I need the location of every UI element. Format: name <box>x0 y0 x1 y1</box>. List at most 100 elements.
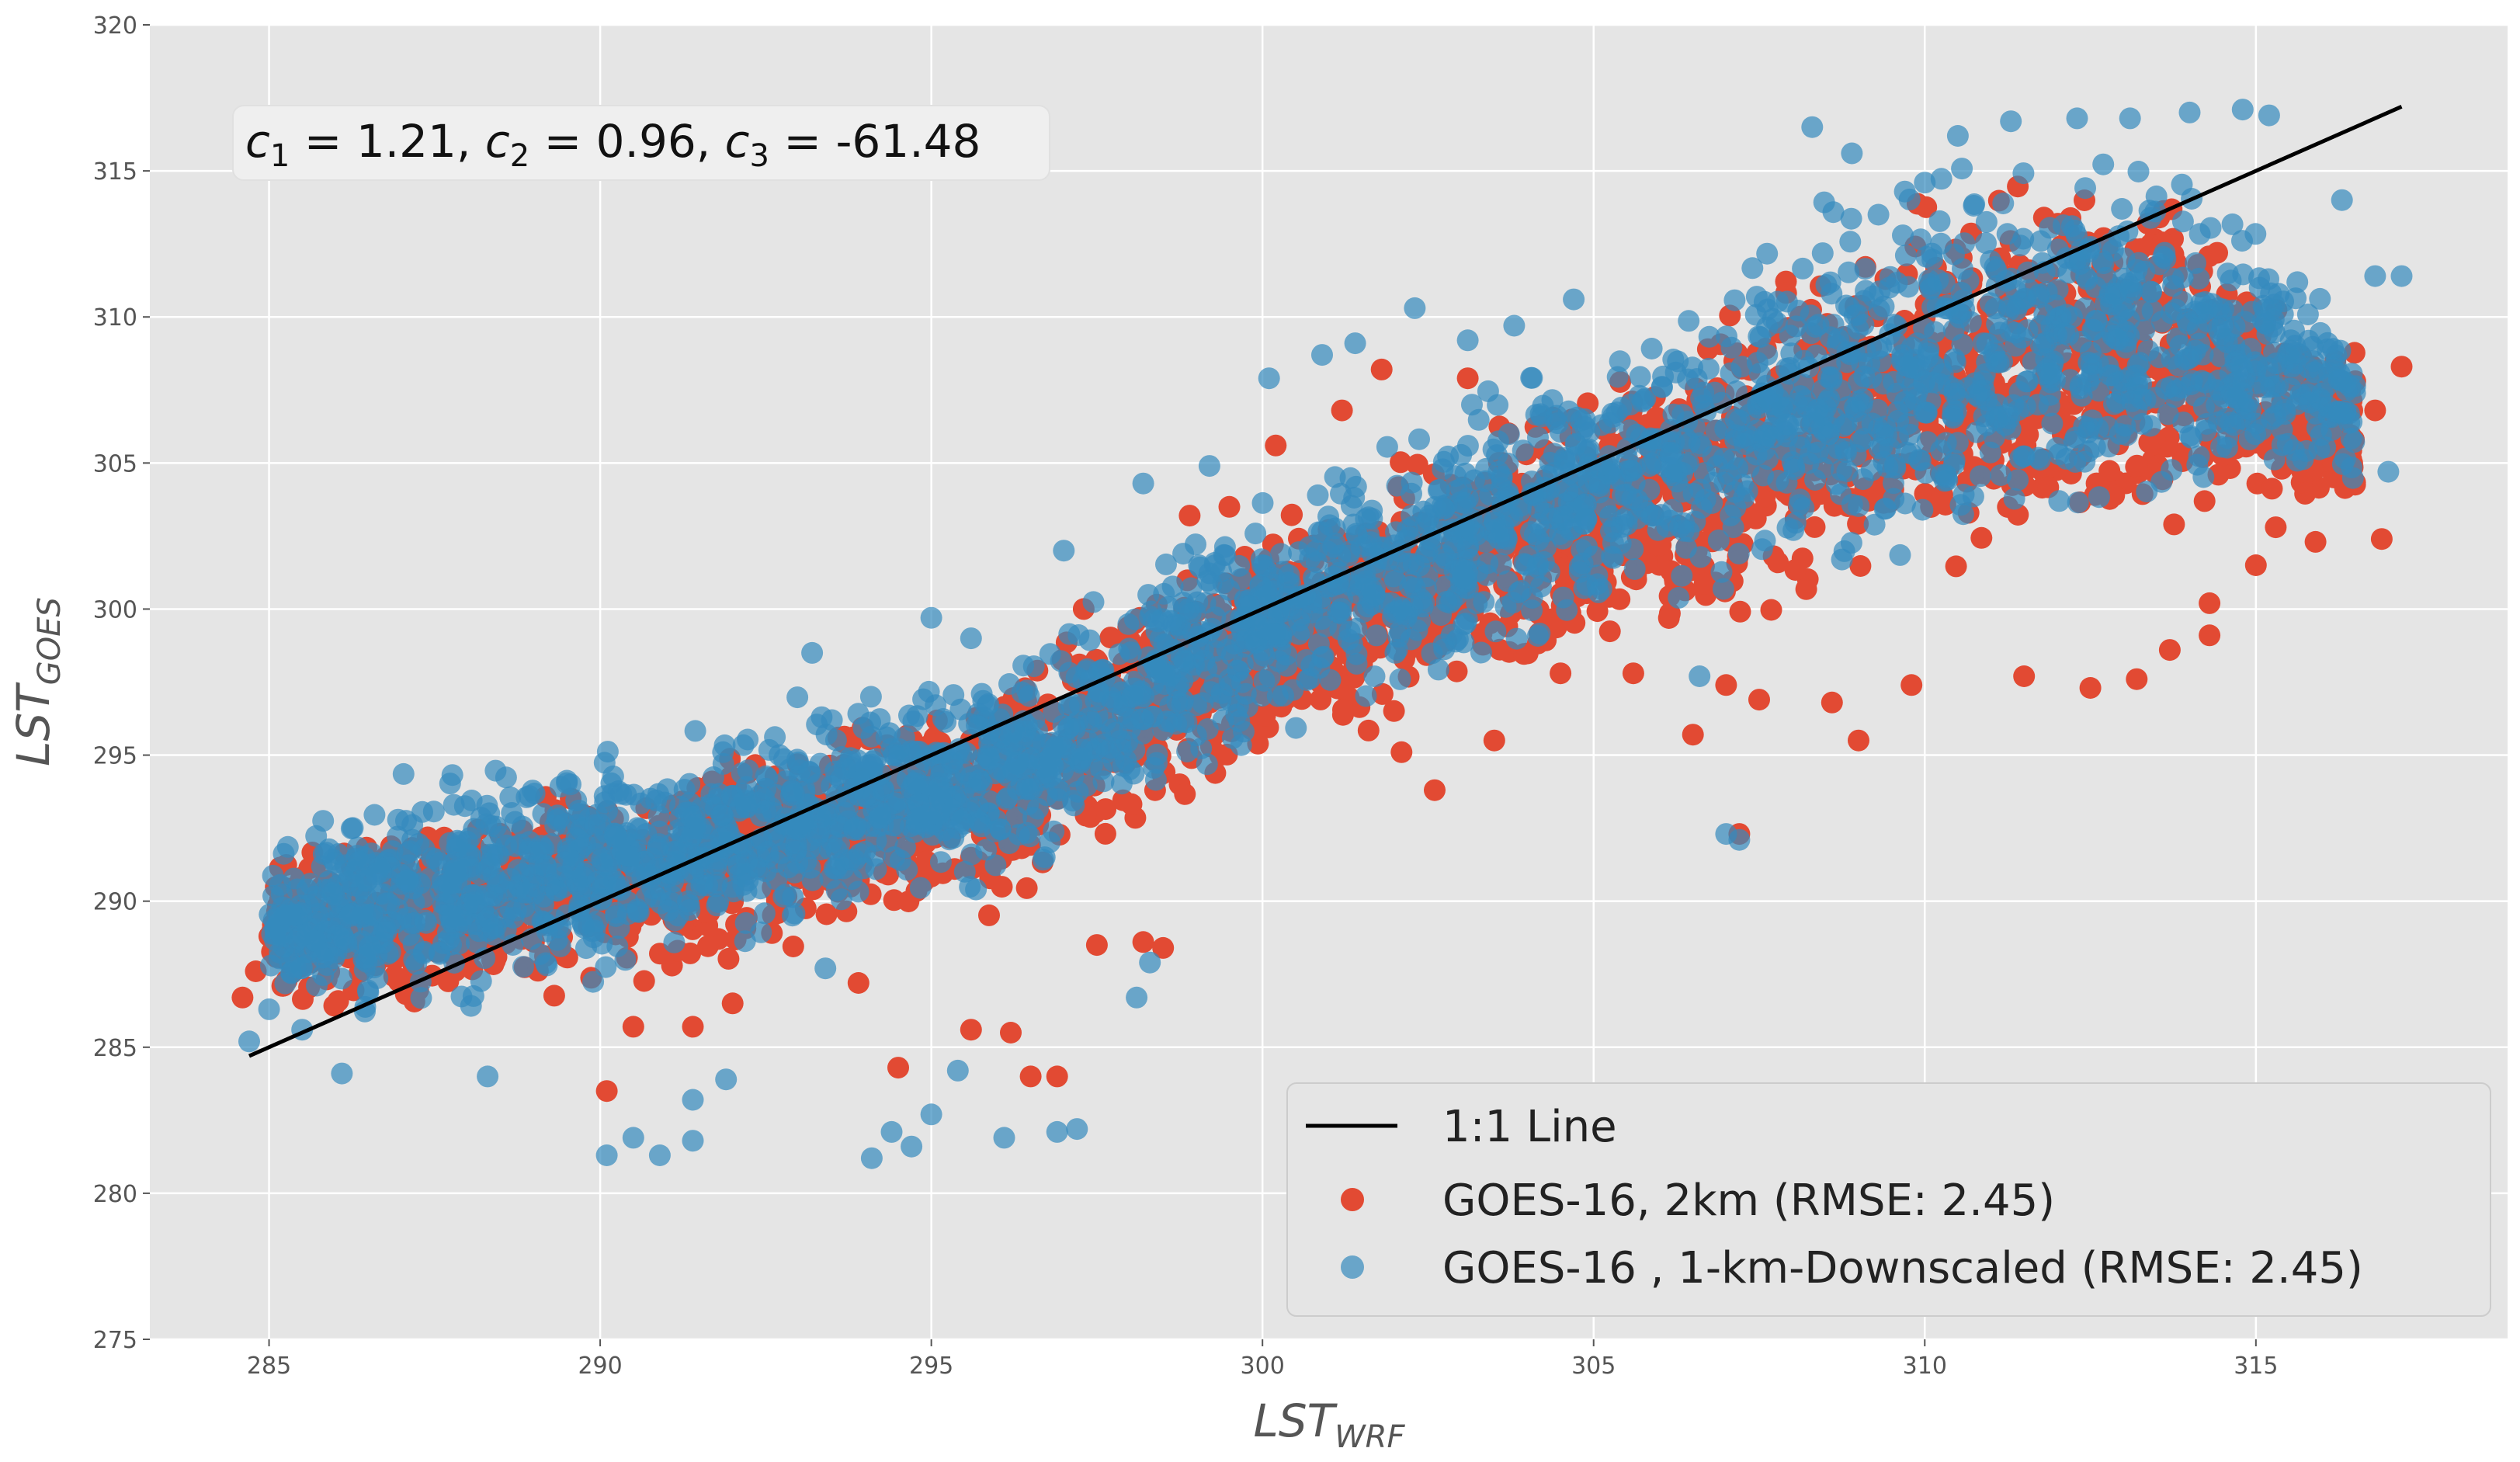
data-point <box>1196 753 1218 775</box>
data-point <box>1083 591 1105 613</box>
data-point <box>1848 495 1869 517</box>
data-point <box>2064 451 2086 473</box>
data-point <box>1689 546 1711 568</box>
data-point <box>1929 210 1951 232</box>
data-point <box>991 876 1013 898</box>
data-point <box>1671 565 1692 587</box>
data-point <box>324 852 345 873</box>
data-point <box>1428 658 1449 680</box>
data-point <box>1800 322 1822 344</box>
data-point <box>1977 333 1998 355</box>
data-point <box>1178 505 1200 526</box>
data-point <box>1390 668 1411 690</box>
data-point <box>1952 258 1973 280</box>
data-point <box>1050 650 1072 672</box>
data-point <box>679 773 700 795</box>
data-point <box>1470 642 1492 664</box>
data-point <box>2194 490 2216 512</box>
data-point <box>2364 400 2386 422</box>
data-point <box>1468 409 1490 431</box>
data-point <box>1839 231 1861 252</box>
data-point <box>658 900 679 922</box>
data-point <box>1086 934 1108 956</box>
data-point <box>1355 686 1377 707</box>
data-point <box>1506 628 1528 650</box>
data-point <box>1821 692 1843 714</box>
data-point <box>1383 700 1405 722</box>
data-point <box>277 836 299 858</box>
data-point <box>782 886 804 908</box>
data-point <box>902 710 924 732</box>
data-point <box>1946 555 1967 577</box>
data-point <box>2142 300 2164 322</box>
data-point <box>1473 591 1494 613</box>
data-point <box>848 972 870 994</box>
data-point <box>1970 465 1991 487</box>
data-point <box>1016 877 1038 899</box>
data-point <box>1715 674 1737 696</box>
data-point <box>786 686 808 708</box>
data-point <box>2163 513 2185 535</box>
data-point <box>2245 554 2267 576</box>
data-point <box>1390 741 1412 763</box>
data-point <box>1980 442 2001 464</box>
data-point <box>918 681 940 703</box>
data-point <box>682 1016 704 1037</box>
data-point <box>1174 783 1196 805</box>
data-point <box>1455 613 1477 634</box>
data-point <box>495 766 517 788</box>
data-point <box>1310 689 1331 710</box>
data-point <box>2048 490 2070 512</box>
data-point <box>1225 703 1247 725</box>
data-point <box>2126 668 2147 690</box>
data-point <box>1728 543 1750 564</box>
data-point <box>2265 516 2286 538</box>
data-point <box>1484 620 1506 642</box>
data-point <box>439 773 461 794</box>
data-point <box>1047 1065 1068 1087</box>
data-point <box>685 720 706 741</box>
data-point <box>1730 601 1751 623</box>
data-point <box>2305 531 2327 553</box>
data-point <box>1366 624 1387 646</box>
data-point <box>2012 162 2034 184</box>
data-point <box>2080 677 2102 699</box>
data-point <box>896 859 918 880</box>
data-point <box>1252 492 1274 514</box>
data-point <box>1848 730 1869 752</box>
data-point <box>2098 460 2120 482</box>
data-point <box>1662 349 1684 370</box>
data-point <box>1133 931 1154 953</box>
data-point <box>1376 436 1398 458</box>
data-point <box>1849 555 1871 577</box>
data-point <box>1641 338 1663 359</box>
data-point <box>633 971 655 992</box>
data-point <box>1911 499 1933 521</box>
data-point <box>1401 483 1422 505</box>
data-point <box>1019 686 1040 707</box>
data-point <box>1457 367 1479 389</box>
data-point <box>1796 578 1817 600</box>
data-point <box>2128 161 2150 182</box>
data-point <box>1630 366 1651 387</box>
data-point <box>2371 528 2393 550</box>
data-point <box>595 957 616 978</box>
data-point <box>2286 271 2308 293</box>
data-point <box>1067 624 1089 646</box>
data-point <box>1623 662 1644 684</box>
data-point <box>470 971 492 992</box>
data-point <box>1741 257 1763 279</box>
data-point <box>1345 476 1367 498</box>
data-point <box>231 987 253 1009</box>
data-point <box>1668 587 1689 609</box>
data-point <box>331 967 352 989</box>
data-point <box>1723 290 1745 311</box>
data-point <box>535 953 557 974</box>
data-point <box>2013 665 2035 687</box>
data-point <box>596 1080 618 1102</box>
data-point <box>423 800 445 822</box>
data-point <box>2261 477 2283 499</box>
data-point <box>2264 449 2286 471</box>
